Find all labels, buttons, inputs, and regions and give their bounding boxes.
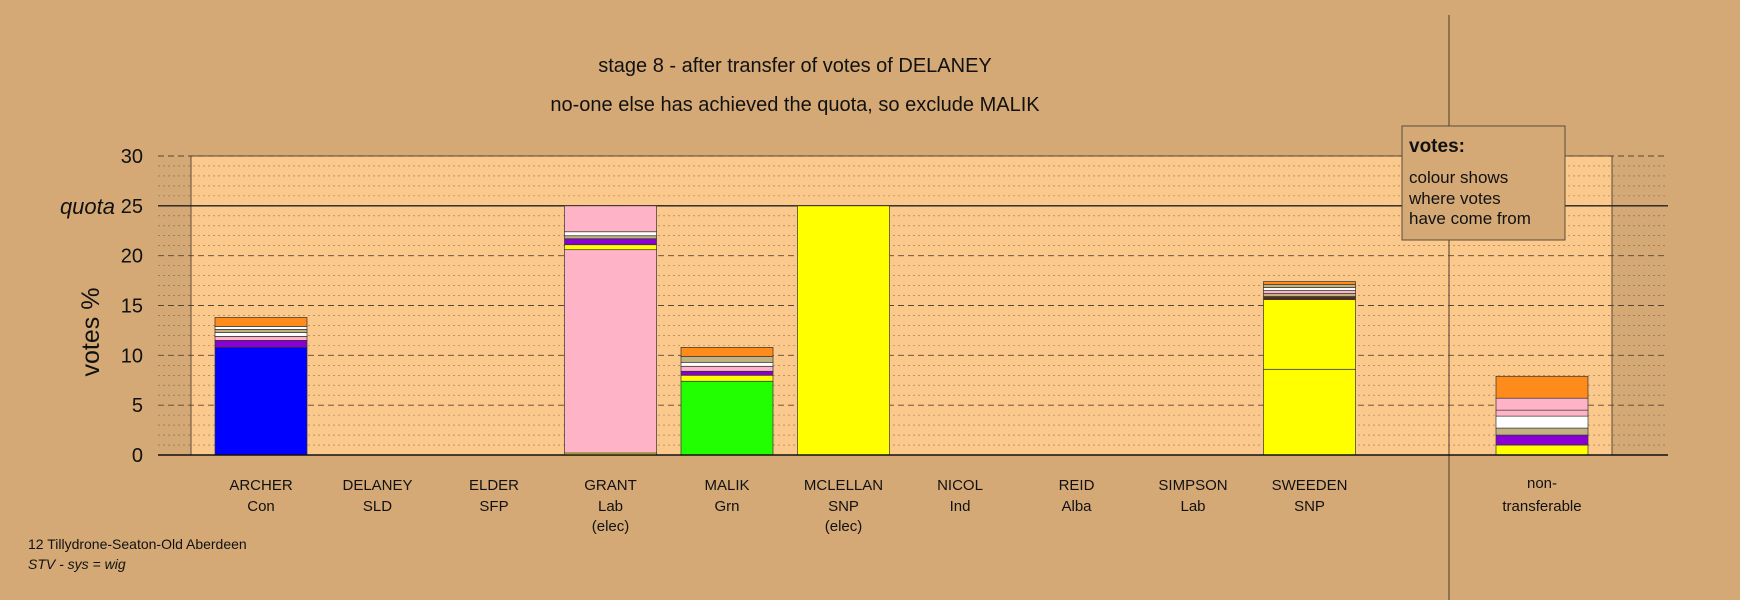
candidate-status-label: (elec) — [825, 518, 863, 535]
y-tick-label: 15 — [121, 296, 143, 318]
voting-system: STV - sys = wig — [28, 556, 126, 572]
legend-title: votes: — [1409, 136, 1465, 157]
bar-segment — [214, 326, 308, 330]
bar-segment — [1263, 290, 1356, 294]
bar-segment — [797, 205, 890, 456]
bar-archer — [214, 317, 308, 456]
bar-segment — [1495, 415, 1589, 429]
bar-segment — [214, 347, 308, 456]
chart-title: stage 8 - after transfer of votes of DEL… — [598, 55, 992, 77]
bar-segment — [1263, 287, 1356, 291]
candidate-name-label: MALIK — [704, 477, 749, 494]
grid-lines — [158, 155, 1668, 446]
candidate-party-label: SLD — [363, 498, 392, 515]
candidate-name-label: REID — [1059, 477, 1095, 494]
bar-segment — [1263, 299, 1356, 370]
bar-segment — [214, 317, 308, 327]
bar-segment — [214, 340, 308, 348]
bar-segment — [680, 380, 774, 456]
legend-line-1: colour shows — [1409, 168, 1508, 187]
bar-segment — [1263, 281, 1356, 285]
bar-sweeden — [1263, 281, 1356, 456]
y-tick-labels: 0 5 10 15 20 25 30 — [121, 146, 143, 467]
bar-segment — [680, 365, 774, 372]
candidate-name-label: GRANT — [584, 477, 637, 494]
bar-segment — [1495, 375, 1589, 399]
category-labels: ARCHER Con DELANEY SLD ELDER SFP GRANT Lab (elec… — [229, 475, 1581, 535]
bar-segment — [564, 205, 657, 233]
y-tick-label: 20 — [121, 246, 143, 268]
candidate-name-label: MCLELLAN — [804, 477, 883, 494]
bar-grant — [564, 205, 657, 456]
bar-segment — [680, 361, 774, 367]
bar-segment — [680, 374, 774, 382]
legend-frame — [1401, 125, 1566, 241]
bar-segment — [1263, 293, 1356, 297]
chart-subtitle: no-one else has achieved the quota, so e… — [550, 94, 1040, 116]
bar-segment — [680, 355, 774, 363]
candidate-name-label: ELDER — [469, 477, 519, 494]
candidate-party-label: SNP — [1294, 498, 1325, 515]
candidate-party-label: Ind — [950, 498, 971, 515]
bar-segment — [1263, 296, 1356, 300]
bar-segment — [564, 244, 657, 251]
non-transferable-label-2: transferable — [1502, 498, 1581, 515]
bar-mclellan — [797, 205, 890, 456]
y-axis-label: votes % — [77, 288, 105, 377]
bar-segment — [564, 235, 657, 240]
axes — [158, 15, 1668, 600]
candidate-party-label: Alba — [1061, 498, 1092, 515]
bar-non-transferable — [1495, 375, 1589, 456]
legend-box: votes: colour shows where votes have com… — [1401, 125, 1566, 241]
y-tick-label: 0 — [132, 445, 143, 467]
bar-segment — [214, 332, 308, 337]
bar-segment — [680, 347, 774, 357]
bar-segment — [1263, 284, 1356, 288]
bar-segment — [1495, 434, 1589, 446]
bars — [214, 205, 1589, 456]
bar-segment — [564, 231, 657, 237]
y-tick-label: 30 — [121, 146, 143, 168]
legend-line-2: where votes — [1408, 189, 1501, 208]
non-transferable-label-1: non- — [1527, 475, 1557, 492]
candidate-name-label: SIMPSON — [1158, 477, 1227, 494]
bar-segment — [1495, 444, 1589, 456]
bar-segment — [680, 370, 774, 376]
y-tick-label: 10 — [121, 345, 143, 367]
bar-malik — [680, 347, 774, 456]
candidate-name-label: ARCHER — [229, 477, 293, 494]
bar-segment — [1495, 427, 1589, 436]
candidate-party-label: Lab — [1180, 498, 1205, 515]
y-tick-label: 25 — [121, 196, 143, 218]
legend-line-3: have come from — [1409, 209, 1531, 228]
ward-name: 12 Tillydrone-Seaton-Old Aberdeen — [28, 536, 247, 552]
bar-segment — [214, 336, 308, 341]
quota-label: quota — [60, 194, 115, 219]
candidate-name-label: DELANEY — [342, 477, 412, 494]
bar-segment — [214, 329, 308, 333]
bar-segment — [1495, 409, 1589, 417]
bar-segment — [1263, 368, 1356, 456]
candidate-party-label: Con — [247, 498, 275, 515]
candidate-party-label: SNP — [828, 498, 859, 515]
y-tick-label: 5 — [132, 395, 143, 417]
candidate-name-label: NICOL — [937, 477, 983, 494]
bar-segment — [564, 249, 657, 454]
candidate-party-label: SFP — [479, 498, 508, 515]
candidate-status-label: (elec) — [592, 518, 630, 535]
candidate-party-label: Lab — [598, 498, 623, 515]
candidate-name-label: SWEEDEN — [1272, 477, 1348, 494]
bar-segment — [1495, 397, 1589, 411]
candidate-party-label: Grn — [714, 498, 739, 515]
bar-segment — [564, 238, 657, 246]
